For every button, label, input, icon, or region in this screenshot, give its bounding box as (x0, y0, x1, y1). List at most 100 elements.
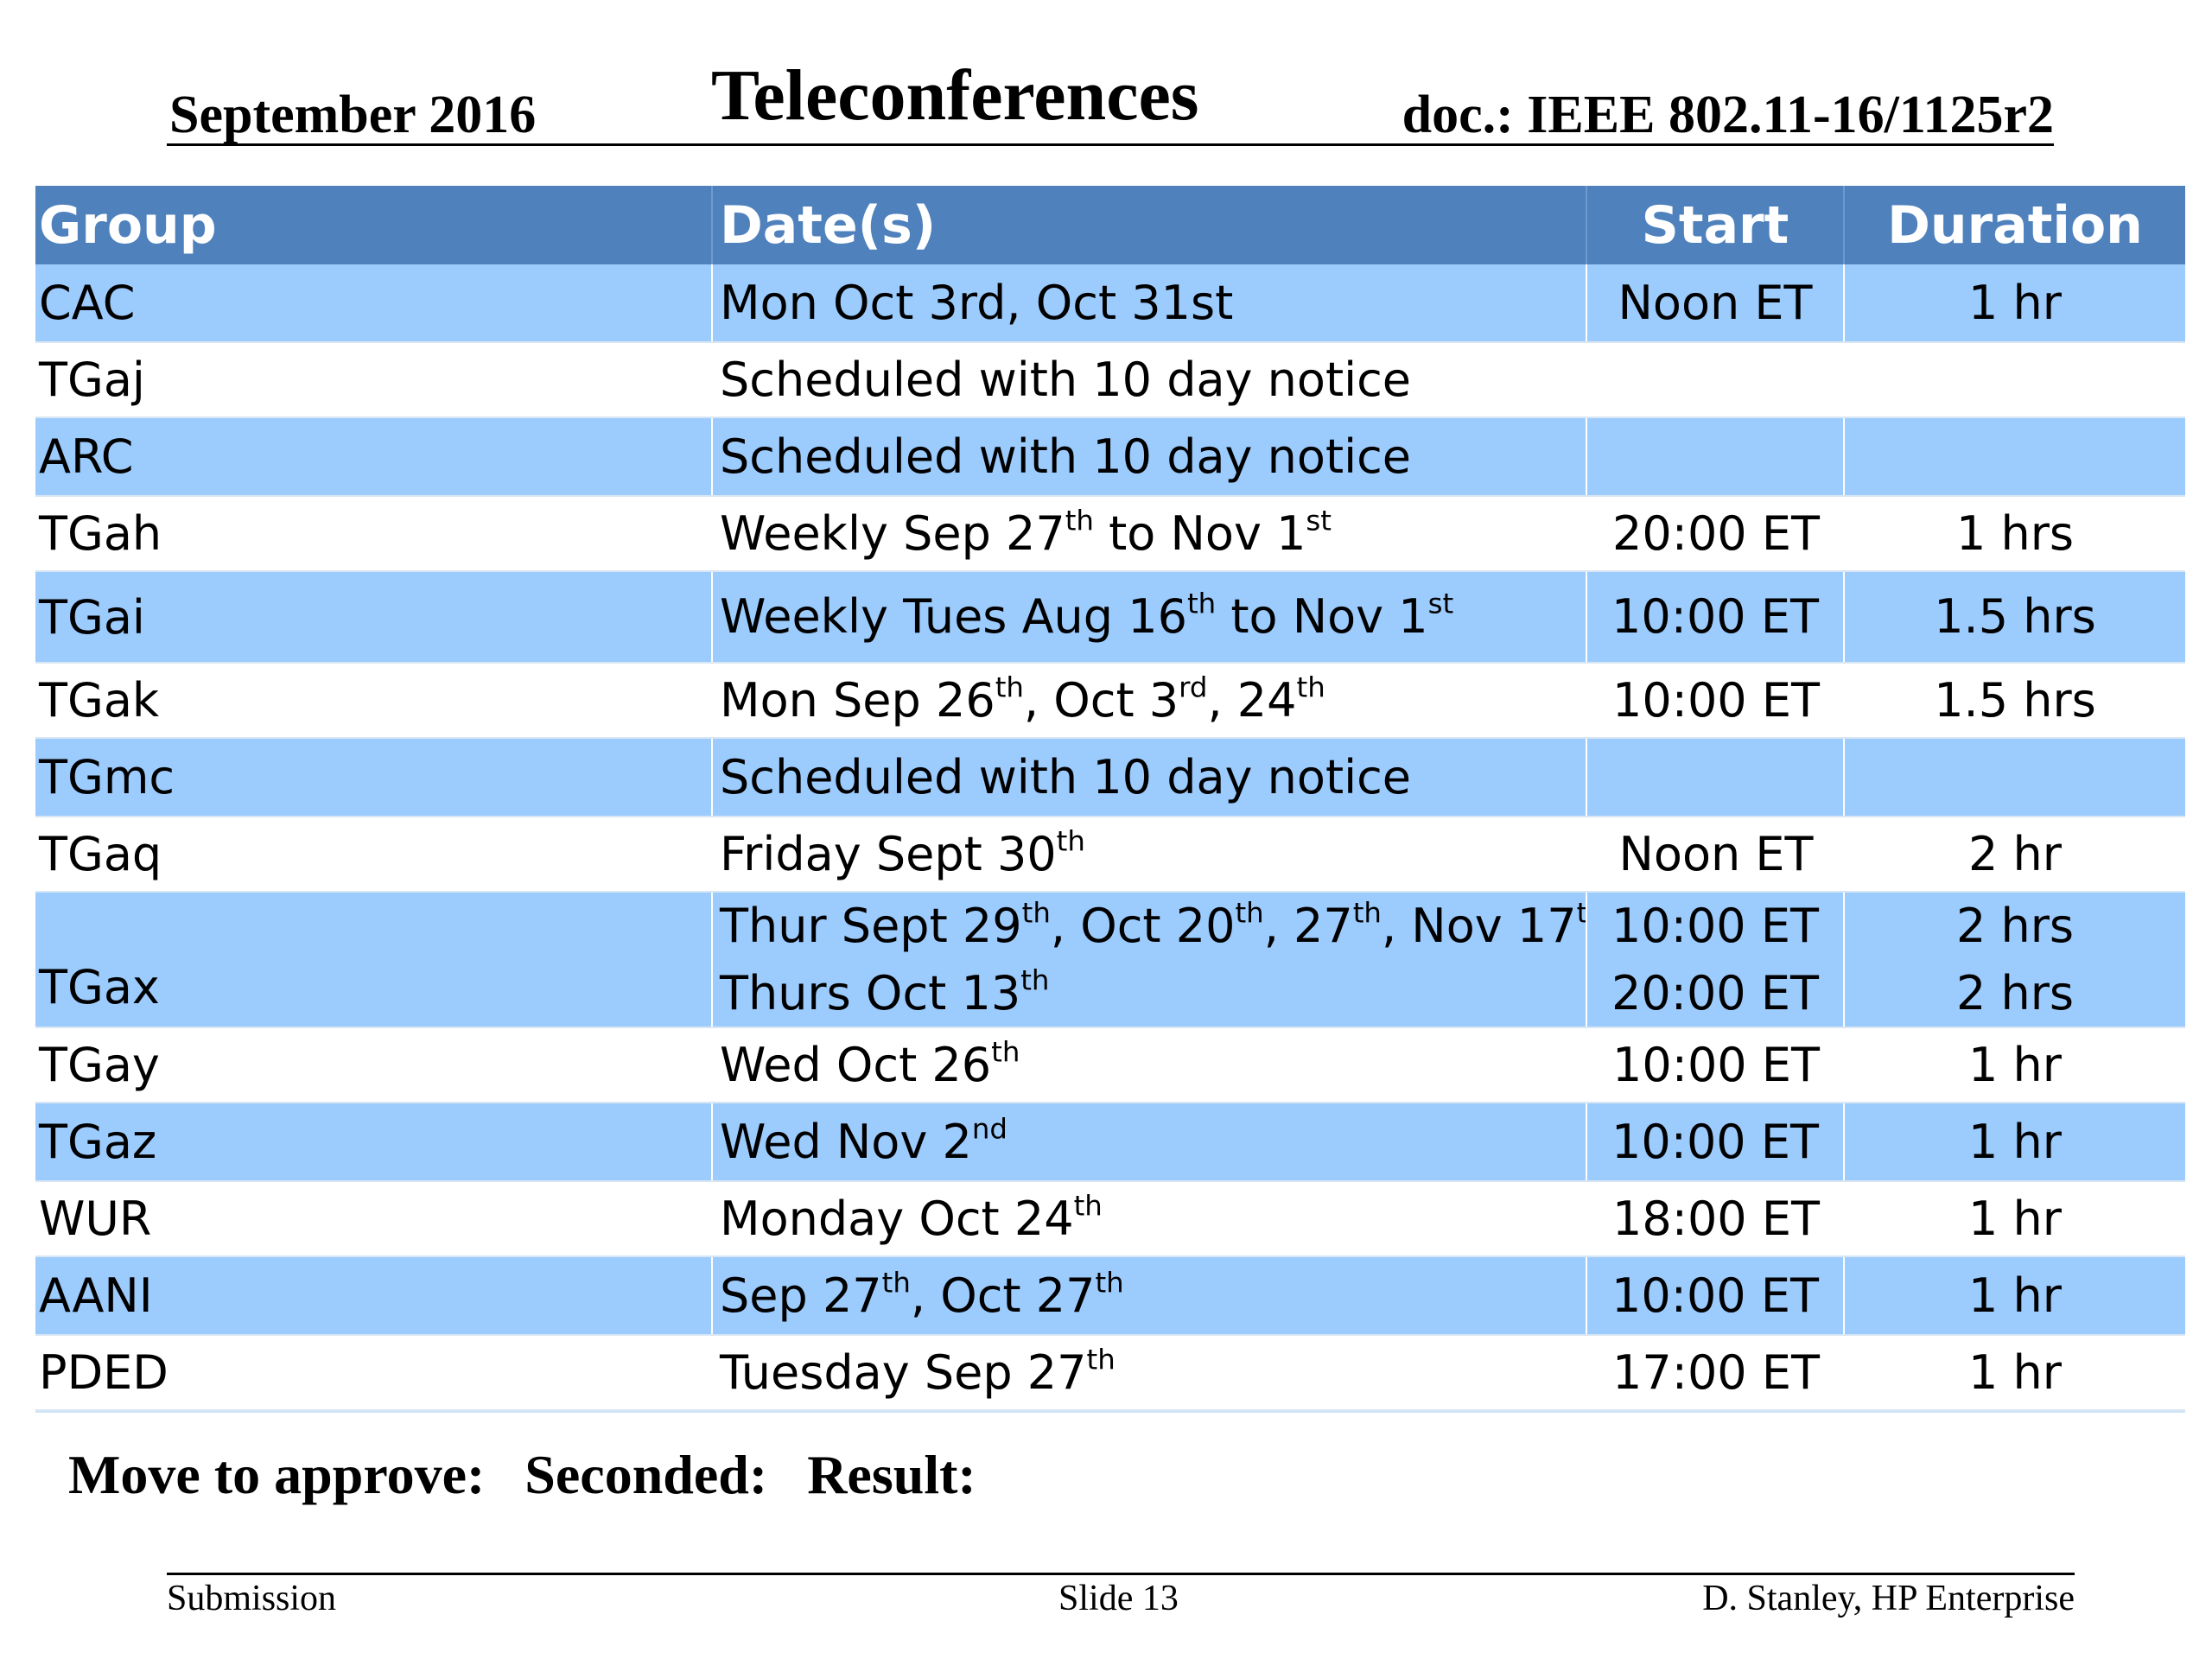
cell-dates: Weekly Tues Aug 16th to Nov 1st (713, 572, 1587, 662)
date-text: , 27 (1263, 898, 1353, 953)
cell-start-value: 20:00 ET (1611, 965, 1819, 1020)
cell-duration-value: 1 hrs (1955, 505, 2075, 561)
date-text: Friday Sept 30 (720, 826, 1057, 881)
table-row: CAC Mon Oct 3rd, Oct 31st Noon ET 1 hr (35, 264, 2185, 341)
cell-dates: Scheduled with 10 day notice (713, 739, 1587, 816)
cell-group: TGah (39, 506, 162, 561)
date-text: Sep 27 (720, 1268, 882, 1323)
cell-duration-value: 1 hr (1968, 1037, 2062, 1092)
cell-start: 10:00 ET (1587, 1028, 1845, 1102)
ordinal-suffix: th (995, 670, 1024, 703)
date-line: Tuesday Sep 27th (720, 1339, 1587, 1407)
date-line: Mon Sep 26th, Oct 3rd, 24th (720, 667, 1587, 734)
column-header-duration: Duration (1887, 194, 2143, 256)
cell-duration-value: 1 hr (1968, 1191, 2062, 1246)
ordinal-suffix: th (1020, 963, 1050, 996)
cell-duration: 1 hr (1845, 1336, 2185, 1409)
table-row: WUR Monday Oct 24th 18:00 ET 1 hr (35, 1180, 2185, 1257)
date-line: Mon Oct 3rd, Oct 31st (720, 270, 1586, 337)
table-row: TGaz Wed Nov 2nd 10:00 ET 1 hr (35, 1103, 2185, 1180)
cell-duration (1845, 343, 2185, 416)
date-text: to Nov 1 (1093, 505, 1306, 561)
footer-author: D. Stanley, HP Enterprise (1702, 1579, 2075, 1618)
ordinal-suffix: th (1576, 895, 1587, 929)
date-text: , 24 (1207, 672, 1297, 728)
cell-duration: 1.5 hrs (1845, 664, 2185, 737)
cell-group: TGai (35, 572, 713, 662)
ordinal-suffix: th (881, 1265, 911, 1299)
ordinal-suffix: th (1073, 1188, 1103, 1222)
ordinal-suffix: th (1021, 895, 1051, 929)
date-text: Wed Nov 2 (720, 1114, 972, 1169)
cell-start-value: 10:00 ET (1612, 1037, 1820, 1092)
ordinal-suffix: st (1306, 503, 1332, 537)
cell-group: TGaz (35, 1103, 713, 1180)
date-line: Scheduled with 10 day notice (720, 744, 1586, 811)
ordinal-suffix: st (1427, 587, 1454, 620)
cell-start: 10:00 ET (1587, 1257, 1845, 1334)
cell-start (1587, 418, 1845, 495)
ordinal-suffix: th (1296, 670, 1325, 703)
column-header-dates: Date(s) (713, 186, 1587, 264)
cell-start-value: 10:00 ET (1611, 1268, 1819, 1323)
date-line: Wed Oct 26th (720, 1032, 1587, 1099)
date-text: to Nov 1 (1216, 589, 1428, 644)
cell-duration (1845, 418, 2185, 495)
date-text: , Oct 3 (1023, 672, 1179, 728)
ordinal-suffix: rd (1179, 670, 1208, 703)
table-row: TGah Weekly Sep 27th to Nov 1st 20:00 ET 1 … (35, 495, 2185, 572)
cell-start: 18:00 ET (1587, 1182, 1845, 1255)
cell-start (1587, 739, 1845, 816)
cell-duration-value: 1 hr (1968, 1268, 2062, 1323)
cell-duration-value: 1.5 hrs (1934, 672, 2096, 728)
cell-duration: 1.5 hrs (1845, 572, 2185, 662)
date-text: Weekly Sep 27 (720, 505, 1065, 561)
ordinal-suffix: th (1095, 1265, 1124, 1299)
cell-dates: Weekly Sep 27th to Nov 1st (713, 497, 1587, 570)
cell-duration-value: 2 hrs (1955, 965, 2075, 1020)
cell-start: 17:00 ET (1587, 1336, 1845, 1409)
table-row: TGay Wed Oct 26th 10:00 ET 1 hr (35, 1027, 2185, 1103)
cell-start: Noon ET (1587, 817, 1845, 891)
ordinal-suffix: th (1065, 503, 1094, 537)
cell-group: TGay (39, 1038, 160, 1092)
cell-start: 10:00 ET (1587, 572, 1845, 662)
cell-group: TGax (35, 893, 713, 1027)
cell-dates: Wed Nov 2nd (713, 1103, 1587, 1180)
cell-start-value: 20:00 ET (1612, 505, 1820, 561)
cell-start-value: 10:00 ET (1612, 672, 1820, 728)
cell-duration-value: 1 hr (1968, 275, 2062, 330)
document-id: doc.: IEEE 802.11-16/1125r2 (1402, 86, 2054, 144)
cell-start: Noon ET (1587, 264, 1845, 341)
date-text: , Nov 17 (1381, 898, 1577, 953)
date-text: Thur Sept 29 (720, 898, 1022, 953)
cell-start-value: Noon ET (1618, 826, 1814, 881)
date-line: Thurs Oct 13th (720, 960, 1586, 1027)
date-line: Wed Nov 2nd (720, 1109, 1586, 1176)
date-text: Weekly Tues Aug 16 (720, 589, 1187, 644)
cell-start: 10:00 ET (1587, 1103, 1845, 1180)
slide-title: Teleconferences (711, 55, 1199, 136)
table-row: TGai Weekly Tues Aug 16th to Nov 1st 10:00… (35, 572, 2185, 662)
cell-duration-value: 2 hr (1968, 826, 2062, 881)
cell-duration: 2 hrs 2 hrs (1845, 893, 2185, 1027)
cell-dates: Scheduled with 10 day notice (713, 343, 1587, 416)
cell-group: PDED (39, 1345, 168, 1400)
date-text: Monday Oct 24 (720, 1191, 1074, 1246)
ordinal-suffix: th (1056, 823, 1085, 857)
column-header-group: Group (35, 186, 713, 264)
cell-dates: Mon Oct 3rd, Oct 31st (713, 264, 1587, 341)
cell-duration-value: 1 hr (1968, 1114, 2062, 1169)
cell-duration-value: 2 hrs (1955, 898, 2075, 953)
date-text: , Oct 27 (910, 1268, 1096, 1323)
date-line: Weekly Sep 27th to Nov 1st (720, 500, 1587, 568)
column-header-start: Start (1587, 186, 1845, 264)
cell-duration: 1 hrs (1845, 497, 2185, 570)
cell-dates: Mon Sep 26th, Oct 3rd, 24th (713, 664, 1587, 737)
cell-start-value: 10:00 ET (1611, 898, 1819, 953)
cell-start (1587, 343, 1845, 416)
motion-line: Move to approve: Seconded: Result: (68, 1443, 1016, 1507)
cell-dates: Scheduled with 10 day notice (713, 418, 1587, 495)
ordinal-suffix: th (991, 1034, 1020, 1068)
date-line: Weekly Tues Aug 16th to Nov 1st (720, 583, 1586, 651)
